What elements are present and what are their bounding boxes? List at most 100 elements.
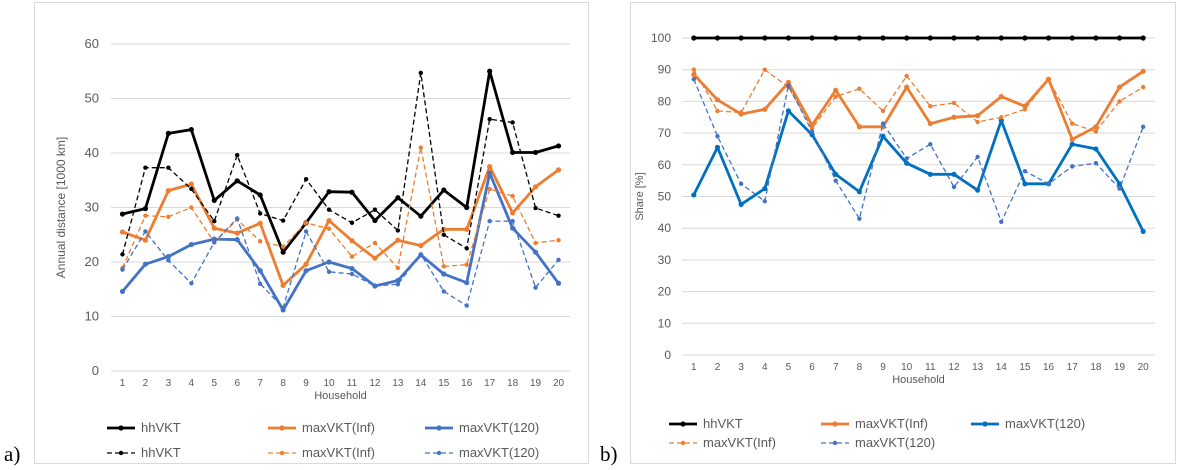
chart-a-x-tick-label-14: 15 [438,378,450,389]
chart-b-series-4-point-1 [715,134,720,139]
chart-a-x-tick-label-7: 8 [280,378,286,389]
chart-b-series-3-point-5 [809,126,815,131]
chart-b-series-0-point-5 [809,35,815,41]
chart-b-series-3-point-15 [1046,77,1051,82]
chart-a-x-tick-label-16: 17 [484,378,496,389]
chart-b-x-tick-label-8: 9 [880,362,886,373]
chart-a-series-3-point-15 [464,246,469,251]
chart-a-y-tick-label-1: 10 [85,309,99,324]
chart-a-series-1-point-2 [165,188,171,194]
chart-a-series-0-point-11 [372,217,378,224]
chart-b-series-3-point-9 [904,73,909,79]
chart-a-series-3-point-6 [257,211,263,216]
chart-b-series-4-point-10 [928,141,933,147]
chart-a-series-3-point-12 [395,228,401,233]
chart-a-series-5-point-14 [441,289,446,294]
chart-panel-b: 0 10 20 30 40 50 60 70 80 90 100 1 2 3 4 5 6 7 8 9 10 11 12 13 1… [630,2,1176,464]
chart-a-series-3-point-10 [349,220,355,225]
chart-a-series-3-point-18 [533,205,538,211]
panel-label-a: a) [4,442,21,466]
chart-a-x-tick-label-8: 9 [303,378,309,389]
chart-b-series-0-point-17 [1093,35,1099,41]
chart-a-legend-marker-2 [436,425,442,431]
chart-a-y-tick-label-4: 40 [85,145,99,160]
chart-a-x-tick-label-3: 4 [189,378,195,389]
chart-panel-a: 0 10 20 30 40 50 60 1 2 3 4 5 6 7 8 9 10 11 12 13 14 15 16 17 18… [34,2,589,464]
chart-a-series-3-point-17 [510,120,515,125]
chart-b-series-4-point-17 [1093,161,1099,166]
chart-b-x-tick-label-3: 4 [762,362,768,373]
chart-a-series-3-point-0 [120,252,125,257]
chart-b-y-tick-label-0: 0 [664,348,671,362]
chart-a-y-tick-label-5: 50 [85,91,99,106]
chart-a-legend-marker-3 [118,450,124,456]
chart-b-series-1-point-17 [1093,124,1099,130]
chart-a-series-1-point-11 [372,255,378,261]
chart-a-series-0-point-7 [280,249,286,255]
chart-a-series-5-point-6 [257,281,263,286]
chart-a-x-tick-label-4: 5 [211,378,217,389]
chart-a-series-5-point-18 [533,285,538,290]
chart-b-legend-label-4: maxVKT(120) [855,435,935,450]
chart-a-series-3-point-16 [487,117,492,122]
chart-a-y-tick-label-2: 20 [85,254,99,269]
chart-b-series-3-point-3 [762,67,767,72]
chart-b-series-4-point-0 [691,77,697,82]
chart-a-series-1-point-9 [326,217,332,224]
chart-a-x-tick-label-17: 18 [507,378,519,389]
chart-a-series-5-point-4 [212,240,217,245]
chart-a-series-1-point-0 [119,229,126,235]
chart-a-series-4-point-8 [303,220,309,225]
chart-a-series-line-3 [121,72,559,255]
chart-b-series-1-point-1 [714,97,721,103]
chart-a-series-line-0 [122,69,559,254]
chart-a-y-tick-label-3: 30 [85,200,99,215]
chart-a-series-2-point-17 [510,225,516,231]
chart-a-series-5-point-16 [487,218,492,224]
chart-b-y-tick-label-5: 50 [658,190,672,204]
chart-b-series-2-point-13 [998,117,1004,124]
chart-a-series-4-point-1 [143,213,148,218]
chart-a-series-1-point-17 [510,210,516,216]
chart-b-series-3-point-12 [975,119,980,125]
chart-a-series-5-point-0 [120,267,125,272]
chart-a-x-tick-label-11: 12 [369,378,381,389]
chart-a-series-3-point-1 [143,165,148,170]
chart-b-series-4-point-3 [762,199,767,204]
chart-b-series-4-point-2 [738,181,744,187]
chart-b-legend-marker-1 [832,421,838,427]
chart-a-y-tick-label-6: 60 [85,36,99,51]
chart-b-series-3-point-11 [951,100,957,106]
chart-a-series-3-point-7 [280,218,286,223]
chart-b-series-3-point-14 [1022,107,1028,112]
chart-b-legend-marker-4 [832,440,838,446]
chart-b-y-tick-label-2: 20 [658,285,672,299]
chart-b-series-2-point-0 [691,192,697,198]
chart-b-series-2-point-7 [856,189,862,195]
chart-b-series-2-point-4 [785,108,792,114]
chart-a-series-0-point-19 [555,143,562,149]
chart-b-series-0-point-16 [1069,35,1075,41]
chart-a-series-0-point-18 [532,149,539,156]
chart-a-series-2-point-1 [142,261,149,267]
chart-a-series-4-point-3 [189,205,194,210]
chart-b-series-1-point-11 [951,114,957,120]
chart-b-y-tick-label-9: 90 [658,63,672,77]
chart-a-legend-label-3: hhVKT [141,445,181,460]
chart-a-series-0-point-15 [464,204,470,211]
chart-a-legend-marker-5 [436,450,442,456]
chart-b-series-3-point-10 [928,103,933,109]
chart-a-series-4-point-16 [487,186,492,192]
chart-a-series-1-point-3 [188,181,194,187]
chart-a-x-tick-label-15: 16 [461,378,473,389]
chart-b-series-3-point-1 [715,108,720,114]
chart-b-x-tick-label-12: 13 [972,362,984,373]
chart-b-series-2-point-12 [975,187,981,193]
chart-b-series-2-point-2 [738,201,744,208]
chart-b-series-0-point-0 [691,35,697,41]
chart-a-series-4-point-13 [418,145,424,150]
chart-b-series-1-point-14 [1022,103,1028,109]
chart-a-series-3-point-5 [235,152,240,158]
